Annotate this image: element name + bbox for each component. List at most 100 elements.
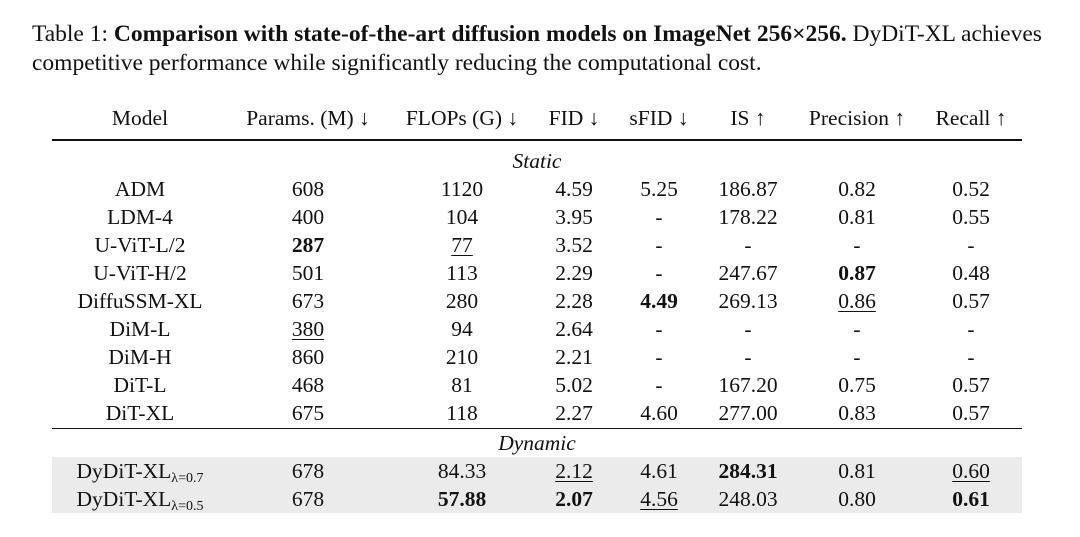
header-cell: Recall ↑ [935, 106, 1007, 130]
model-subscript: λ=0.7 [171, 471, 204, 486]
table-cell: 400 [291, 205, 325, 229]
table-cell: 186.87 [718, 177, 778, 201]
table-cell: 0.80 [838, 487, 876, 511]
table-cell: 0.52 [952, 177, 990, 201]
table-cell: 2.64 [555, 317, 593, 341]
table-cell: 2.29 [555, 261, 593, 285]
table-cell: 113 [446, 261, 478, 285]
table-cell: - [744, 233, 752, 257]
table-cell: U-ViT-H/2 [93, 261, 187, 285]
table-cell: 0.86 [838, 289, 876, 313]
table-cell: 247.67 [718, 261, 778, 285]
table-cell: 277.00 [718, 401, 778, 425]
table-cell: 167.20 [718, 373, 778, 397]
table-cell: 2.07 [555, 487, 593, 511]
table-cell: 673 [291, 289, 325, 313]
caption-text: DyDiT-XL achieves competitive performanc… [32, 21, 1042, 76]
table-cell: 675 [291, 401, 325, 425]
table-cell: 3.52 [555, 233, 593, 257]
table-cell: 4.56 [640, 487, 678, 511]
caption-title: Comparison with state-of-the-art diffusi… [113, 21, 847, 47]
table-cell: 0.55 [952, 205, 990, 229]
table-cell: 468 [291, 373, 325, 397]
model-cell: DyDiT-XLλ=0.7 [76, 457, 204, 486]
header-cell: Precision ↑ [808, 106, 906, 130]
header-cell: sFID ↓ [629, 106, 689, 130]
table-cell: - [655, 373, 663, 397]
table-cell: 0.57 [952, 289, 990, 313]
table-cell: 280 [445, 289, 479, 313]
table-cell: 608 [291, 177, 325, 201]
table-cell: 2.21 [555, 345, 593, 369]
table-cell: 0.81 [838, 459, 876, 483]
table-cell: 0.83 [838, 401, 876, 425]
table-cell: 77 [451, 233, 473, 257]
header-cell: FID ↓ [548, 106, 600, 130]
table-cell: LDM-4 [107, 205, 173, 229]
table-cell: ADM [114, 177, 166, 201]
table-cell: DiffuSSM-XL [77, 289, 203, 313]
table-cell: 104 [445, 205, 479, 229]
table-cell: 0.81 [838, 205, 876, 229]
table-cell: - [655, 345, 663, 369]
row-shade [52, 485, 1022, 513]
table-cell: 118 [446, 401, 478, 425]
table-cell: 1120 [440, 177, 484, 201]
caption-label: Table 1: [32, 21, 109, 47]
table-cell: 0.75 [838, 373, 876, 397]
table-cell: 57.88 [437, 487, 487, 511]
table-cell: - [744, 345, 752, 369]
table-cell: 84.33 [437, 459, 487, 483]
table-cell: 678 [291, 487, 325, 511]
table-cell: DiT-L [113, 373, 167, 397]
table-cell: 287 [291, 233, 325, 257]
table-cell: 678 [291, 459, 325, 483]
model-name: DyDiT-XL [76, 459, 172, 483]
table-cell: 4.49 [640, 289, 678, 313]
table-cell: 5.25 [640, 177, 678, 201]
top-rule [52, 139, 1022, 141]
caption: Table 1: Comparison with state-of-the-ar… [32, 20, 1062, 78]
table-cell: 4.61 [640, 459, 678, 483]
header-cell: IS ↑ [730, 106, 766, 130]
table-cell: - [967, 233, 975, 257]
table-cell: 2.12 [555, 459, 593, 483]
table-cell: 0.87 [838, 261, 876, 285]
header-cell: Model [111, 106, 169, 130]
table-cell: DiM-L [109, 317, 171, 341]
table-cell: 284.31 [718, 459, 778, 483]
table-cell: - [655, 205, 663, 229]
table-cell: - [655, 233, 663, 257]
table-cell: - [967, 345, 975, 369]
table-cell: 81 [451, 373, 473, 397]
table-cell: 0.57 [952, 373, 990, 397]
header-cell: FLOPs (G) ↓ [405, 106, 519, 130]
header-cell: Params. (M) ↓ [246, 106, 370, 130]
table-cell: 380 [291, 317, 325, 341]
table-cell: - [655, 317, 663, 341]
row-shade [52, 457, 1022, 485]
table-cell: 210 [445, 345, 479, 369]
table-cell: 4.60 [640, 401, 678, 425]
table-cell: 0.60 [952, 459, 990, 483]
table-cell: U-ViT-L/2 [94, 233, 186, 257]
table-cell: - [967, 317, 975, 341]
section-label: Dynamic [498, 431, 576, 455]
table-cell: 94 [451, 317, 473, 341]
section-rule [52, 428, 1022, 429]
table-cell: 269.13 [718, 289, 778, 313]
model-name: DyDiT-XL [76, 487, 172, 511]
table-cell: 0.61 [952, 487, 990, 511]
table-cell: 0.82 [838, 177, 876, 201]
table-cell: 0.48 [952, 261, 990, 285]
table-cell: 3.95 [555, 205, 593, 229]
table-cell: DiT-XL [105, 401, 175, 425]
model-subscript: λ=0.5 [171, 499, 204, 514]
table-cell: - [744, 317, 752, 341]
table-cell: 178.22 [718, 205, 778, 229]
section-label: Static [512, 149, 562, 173]
table-cell: - [655, 261, 663, 285]
table-cell: DiM-H [108, 345, 172, 369]
table-cell: 5.02 [555, 373, 593, 397]
